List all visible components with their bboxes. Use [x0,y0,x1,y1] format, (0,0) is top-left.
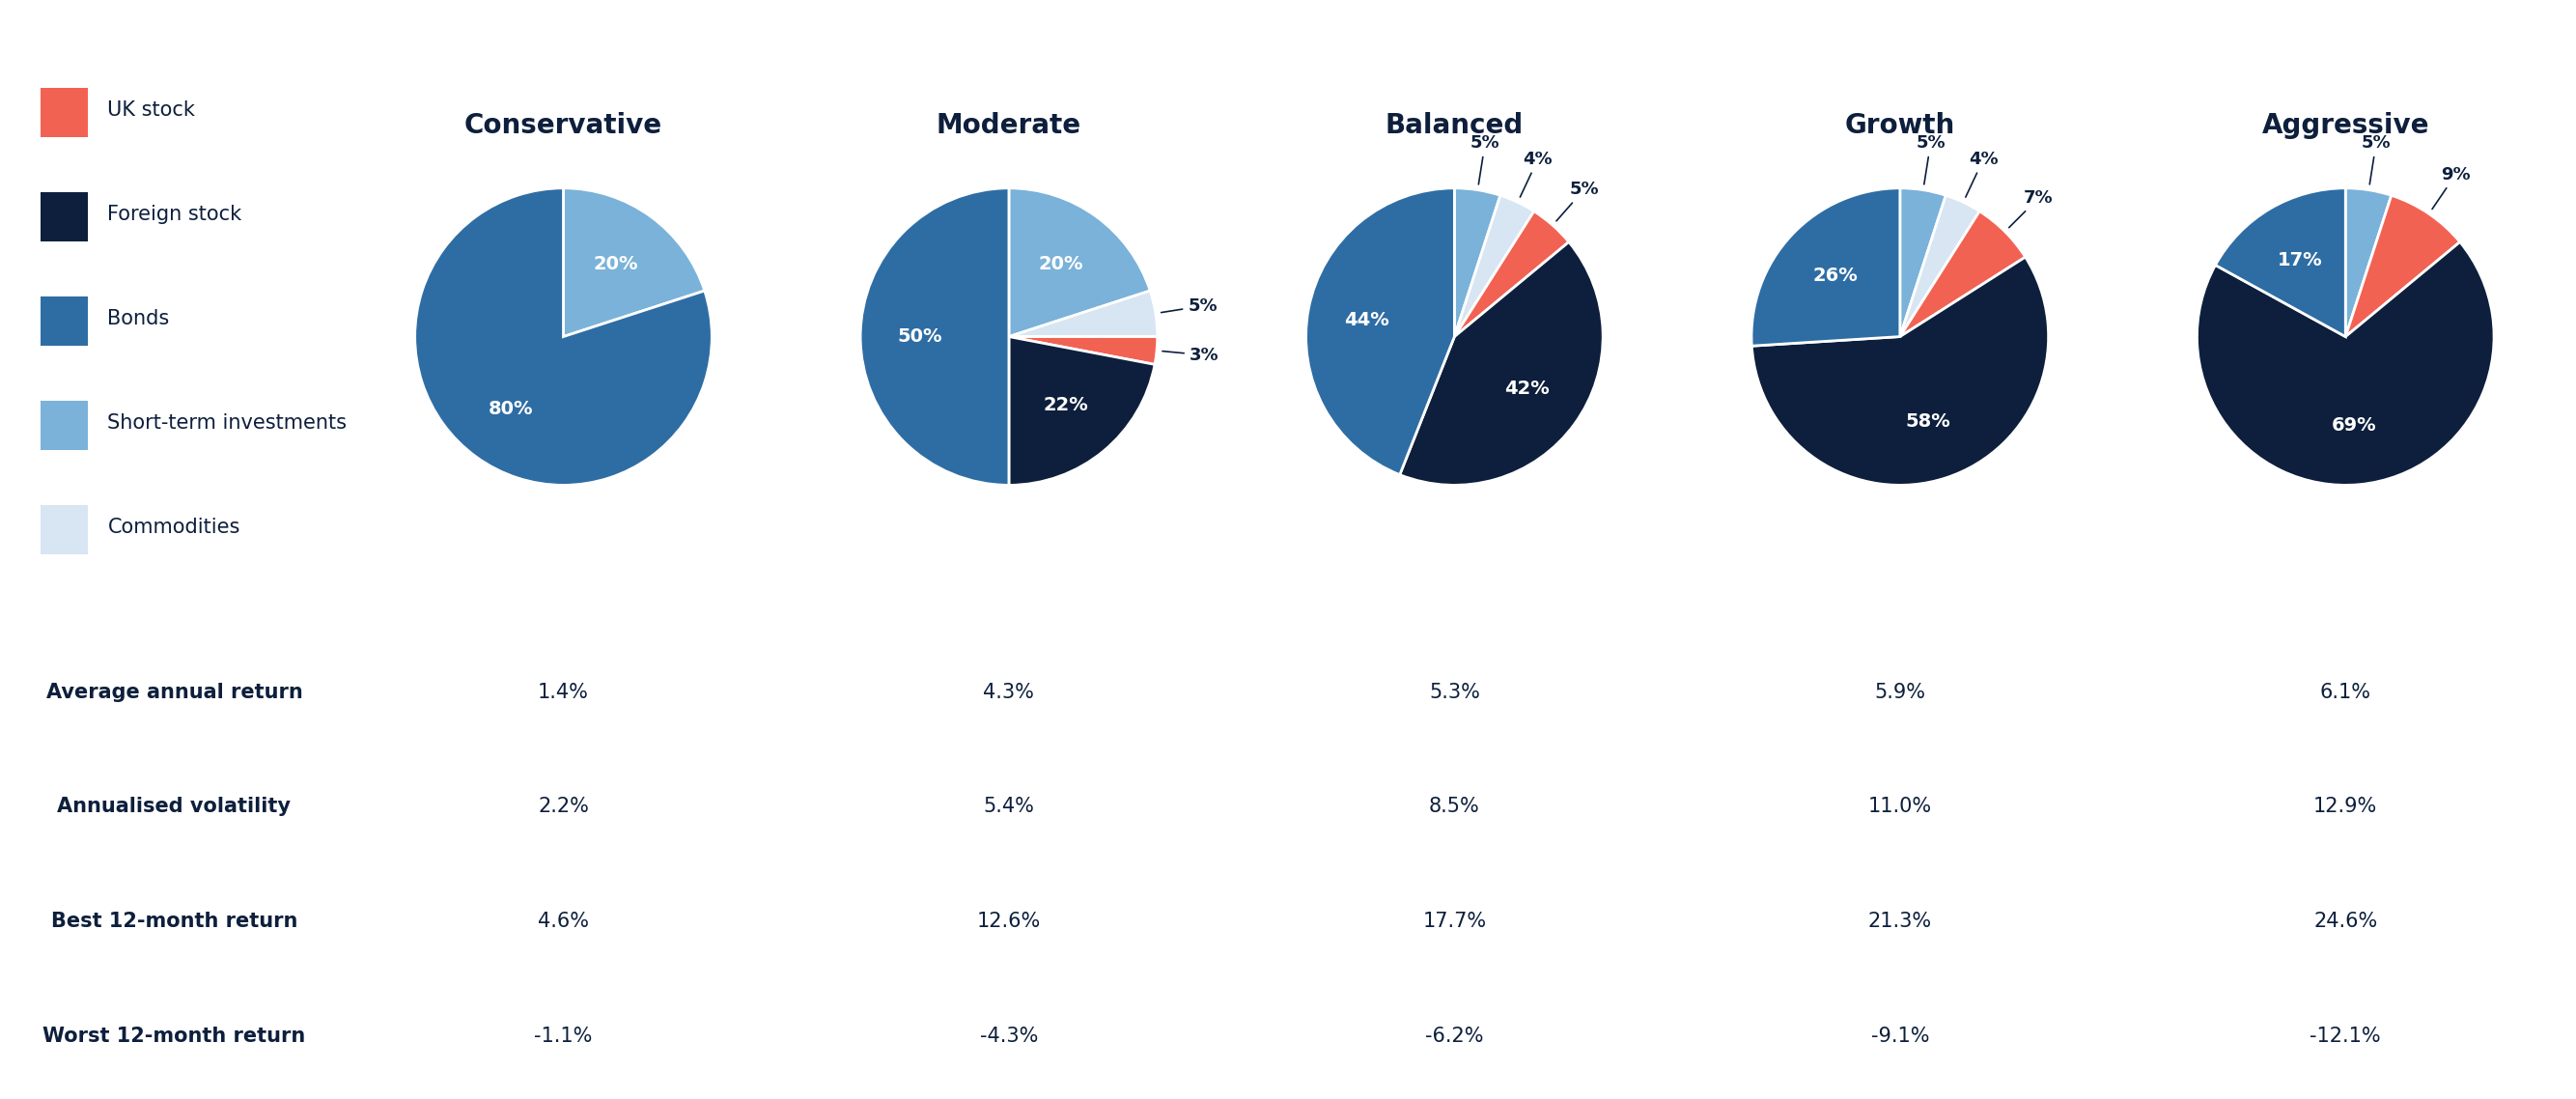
Text: 17%: 17% [2277,251,2324,269]
Wedge shape [1399,242,1602,485]
Text: 5%: 5% [1471,134,1499,185]
Wedge shape [1010,336,1154,485]
Text: 5%: 5% [2362,134,2391,185]
Text: 80%: 80% [489,400,533,418]
Text: 5%: 5% [1556,181,1600,221]
Bar [41,88,88,137]
Wedge shape [1010,291,1157,336]
Wedge shape [1752,257,2048,485]
Wedge shape [1901,211,2025,336]
Text: -1.1%: -1.1% [533,1026,592,1046]
Text: 2.2%: 2.2% [538,797,590,817]
Wedge shape [2347,188,2391,336]
Bar [41,192,88,241]
Text: 11.0%: 11.0% [1868,797,1932,817]
Text: 3%: 3% [1162,346,1218,364]
Text: 69%: 69% [2331,417,2378,434]
Bar [41,297,88,345]
Text: 9%: 9% [2432,166,2470,209]
Text: 4.6%: 4.6% [538,912,590,931]
Text: 22%: 22% [1043,396,1087,414]
Text: Bonds: Bonds [108,309,170,329]
Wedge shape [2215,188,2347,336]
Title: Aggressive: Aggressive [2262,111,2429,138]
Text: 6.1%: 6.1% [2321,682,2370,702]
Text: 24.6%: 24.6% [2313,912,2378,931]
Text: 8.5%: 8.5% [1430,797,1479,817]
Wedge shape [1752,188,1901,346]
Wedge shape [1010,188,1149,336]
Text: 1.4%: 1.4% [538,682,590,702]
Text: 12.9%: 12.9% [2313,797,2378,817]
Wedge shape [564,188,706,336]
Text: Best 12-month return: Best 12-month return [52,912,296,931]
Wedge shape [1010,336,1157,365]
Text: 21.3%: 21.3% [1868,912,1932,931]
Title: Moderate: Moderate [938,111,1082,138]
Text: 12.6%: 12.6% [976,912,1041,931]
Wedge shape [2197,242,2494,485]
Text: Short-term investments: Short-term investments [108,413,348,433]
Text: 20%: 20% [1038,255,1084,274]
Text: Worst 12-month return: Worst 12-month return [44,1026,307,1046]
Text: -9.1%: -9.1% [1870,1026,1929,1046]
Text: Foreign stock: Foreign stock [108,204,242,224]
Title: Conservative: Conservative [464,111,662,138]
Wedge shape [1455,188,1499,336]
Title: Balanced: Balanced [1386,111,1522,138]
Text: 4%: 4% [1520,151,1553,197]
Text: 5%: 5% [1162,297,1218,314]
Text: -12.1%: -12.1% [2311,1026,2380,1046]
Text: 5.4%: 5.4% [984,797,1036,817]
Text: 50%: 50% [896,328,943,346]
Wedge shape [2347,196,2460,336]
Title: Growth: Growth [1844,111,1955,138]
Text: 5.3%: 5.3% [1430,682,1481,702]
Text: 42%: 42% [1504,380,1548,398]
Wedge shape [1901,188,1945,336]
Text: Commodities: Commodities [108,518,240,537]
Text: 58%: 58% [1904,412,1950,431]
Text: 44%: 44% [1345,311,1388,329]
Text: -4.3%: -4.3% [979,1026,1038,1046]
Text: Annualised volatility: Annualised volatility [57,797,291,817]
Wedge shape [860,188,1010,485]
Text: 5.9%: 5.9% [1875,682,1924,702]
Text: 7%: 7% [2009,189,2053,227]
Bar [41,506,88,554]
Text: -6.2%: -6.2% [1425,1026,1484,1046]
Wedge shape [415,188,711,485]
Wedge shape [1455,196,1535,336]
Wedge shape [1455,211,1569,336]
Text: UK stock: UK stock [108,100,196,120]
Text: Average annual return: Average annual return [46,682,301,702]
Wedge shape [1901,196,1978,336]
Text: 20%: 20% [592,255,639,274]
Text: 26%: 26% [1814,266,1857,285]
Text: 4%: 4% [1965,151,1999,197]
Text: 4.3%: 4.3% [984,682,1036,702]
Wedge shape [1306,188,1455,475]
Text: 5%: 5% [1917,134,1945,185]
Bar [41,401,88,449]
Text: 17.7%: 17.7% [1422,912,1486,931]
